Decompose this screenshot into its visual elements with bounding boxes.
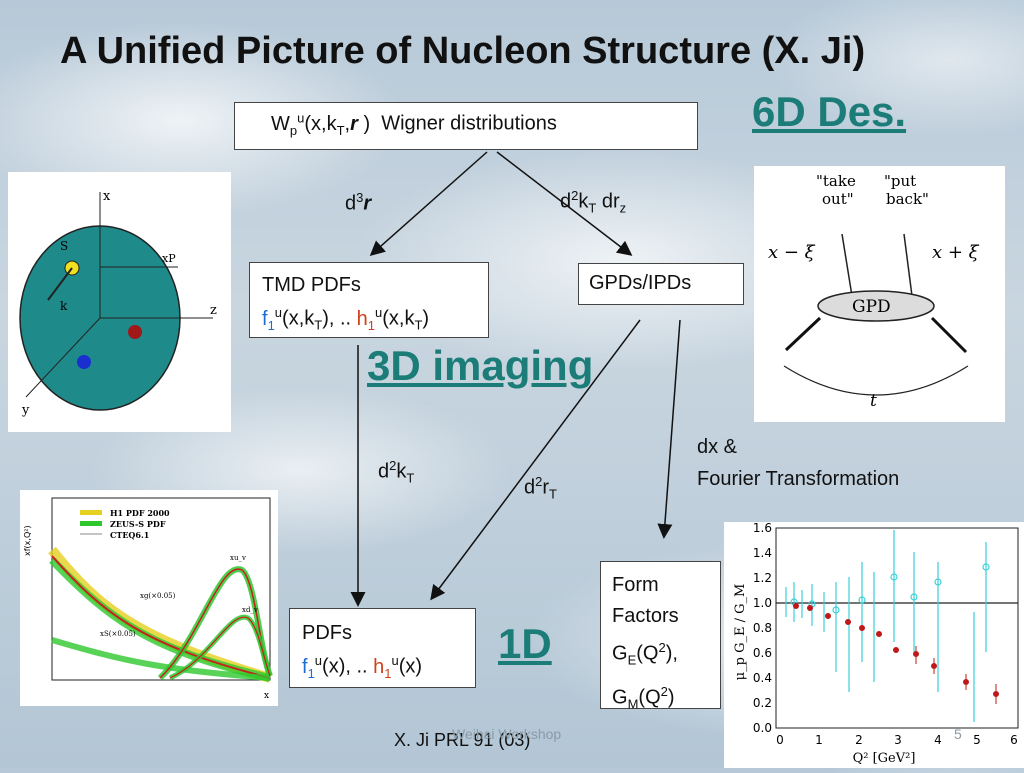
pdf-annot-xg: xg(×0.05) [140,592,176,600]
ff-xlabel: Q² [GeV²] [853,751,916,766]
xtick-0: 0 [776,733,784,747]
arrow-gpd-to-ff [657,319,681,539]
take-out-label-2: out" [822,190,854,208]
x-plus-xi-label: x + ξ [932,242,980,263]
xtick-4: 4 [934,733,942,747]
page-number: 5 [954,726,962,742]
gpd-feynman-diagram: "take out" "put back" x − ξ x + ξ GPD t [754,166,1005,422]
y-axis-label: y [21,403,30,418]
three-d-label[interactable]: 3D imaging [367,342,594,389]
take-out-label-1: "take [816,172,856,190]
tmd-heading: TMD PDFs [262,274,361,296]
x-axis-label: x [103,189,111,204]
s-label: S [60,239,68,253]
pdf-annot-xuv: xu_v [230,554,246,562]
pdf-heading: PDFs [302,622,352,644]
tmd-box: TMD PDFs f1u(x,kT), .. h1u(x,kT) [249,262,489,338]
form-factor-box: Form Factors GE(Q2), GM(Q2) [600,561,721,711]
xtick-1: 1 [815,733,823,747]
xp-label: xP [162,252,176,265]
ytick-3: 0.6 [753,646,772,660]
ytick-4: 0.8 [753,621,772,635]
pdf-xlabel: x [264,691,269,701]
tmd-formula: f1u(x,kT), .. h1u(x,kT) [262,305,430,333]
ff-line1: Form [612,574,659,596]
arrow-wigner-to-gpd [496,151,633,256]
ff-gm: GM(Q2) [612,683,675,712]
ytick-5: 1.0 [753,596,772,610]
xtick-3: 3 [894,733,902,747]
xtick-6: 6 [1010,733,1018,747]
gpd-heading: GPDs/IPDs [589,272,692,294]
put-back-label-1: "put [884,172,916,190]
wigner-formula: Wpu(x,kT,r ) [271,110,382,138]
fourier-label: Fourier Transformation [697,468,900,490]
xtick-2: 2 [855,733,863,747]
ff-ylabel: μ_p G_E / G_M [733,584,748,681]
ytick-0: 0.0 [753,721,772,735]
ytick-6: 1.2 [753,571,772,585]
workshop-watermark: Weihai Workshop [452,726,562,742]
pdf-formula: f1u(x), .. h1u(x) [302,653,423,681]
x-minus-xi-label: x − ξ [768,242,816,263]
pdf-plot: xf(x,Q²) H1 PDF 2000 ZEUS-S PDF CTEQ6.1 … [20,490,278,706]
put-back-label-2: back" [886,190,929,208]
ytick-8: 1.6 [753,522,772,535]
d2kt-label: d2kT [378,458,415,486]
d2rt-label: d2rT [524,474,557,502]
z-axis-label: z [210,303,217,318]
pdf-legend-cteq: CTEQ6.1 [110,530,149,540]
t-label: t [870,391,877,411]
ytick-7: 1.4 [753,546,772,560]
d2kt-drz-label: d2kT drz [560,188,627,216]
gpd-box: GPDs/IPDs [578,263,744,305]
d3r-label: d3r [345,190,372,215]
dx-label: dx & [697,436,738,458]
one-d-label[interactable]: 1D [498,620,552,667]
ff-ge: GE(Q2), [612,640,678,668]
six-d-label[interactable]: 6D Des. [752,88,907,135]
arrow-wigner-to-tmd [369,151,488,256]
pdf-ylabel: xf(x,Q²) [23,525,32,556]
ff-line2: Factors [612,605,679,627]
pdf-legend-h1: H1 PDF 2000 [110,508,170,518]
nucleon-sphere-diagram: x z y xP S k [8,172,231,432]
gpd-blob-label: GPD [852,297,891,317]
slide-title: A Unified Picture of Nucleon Structure (… [60,30,866,72]
ytick-1: 0.2 [753,696,772,710]
kt-label: k [60,299,68,313]
pdf-legend-zeus: ZEUS-S PDF [110,519,166,529]
arrow-gpd-to-pdf [430,319,641,601]
pdf-annot-xdv: xd_v [242,606,258,614]
xtick-5: 5 [973,733,981,747]
pdf-annot-xs: xS(×0.05) [100,630,136,638]
reference-footer: X. Ji PRL 91 (03) [394,730,531,750]
ytick-2: 0.4 [753,671,772,685]
wigner-box: Wpu(x,kT,r ) Wigner distributions [234,102,698,150]
pdf-box: PDFs f1u(x), .. h1u(x) [289,608,476,688]
form-factor-ratio-plot: 0.0 0.2 0.4 0.6 0.8 1.0 1.2 1.4 1.6 0 1 … [724,521,1024,768]
wigner-label: Wigner distributions [381,112,557,135]
